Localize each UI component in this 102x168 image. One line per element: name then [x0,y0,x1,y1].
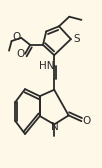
Text: O: O [17,49,25,59]
Text: S: S [73,34,80,44]
Text: O: O [82,116,90,126]
Text: O: O [13,32,21,42]
Text: HN: HN [39,61,55,71]
Text: N: N [51,122,59,132]
